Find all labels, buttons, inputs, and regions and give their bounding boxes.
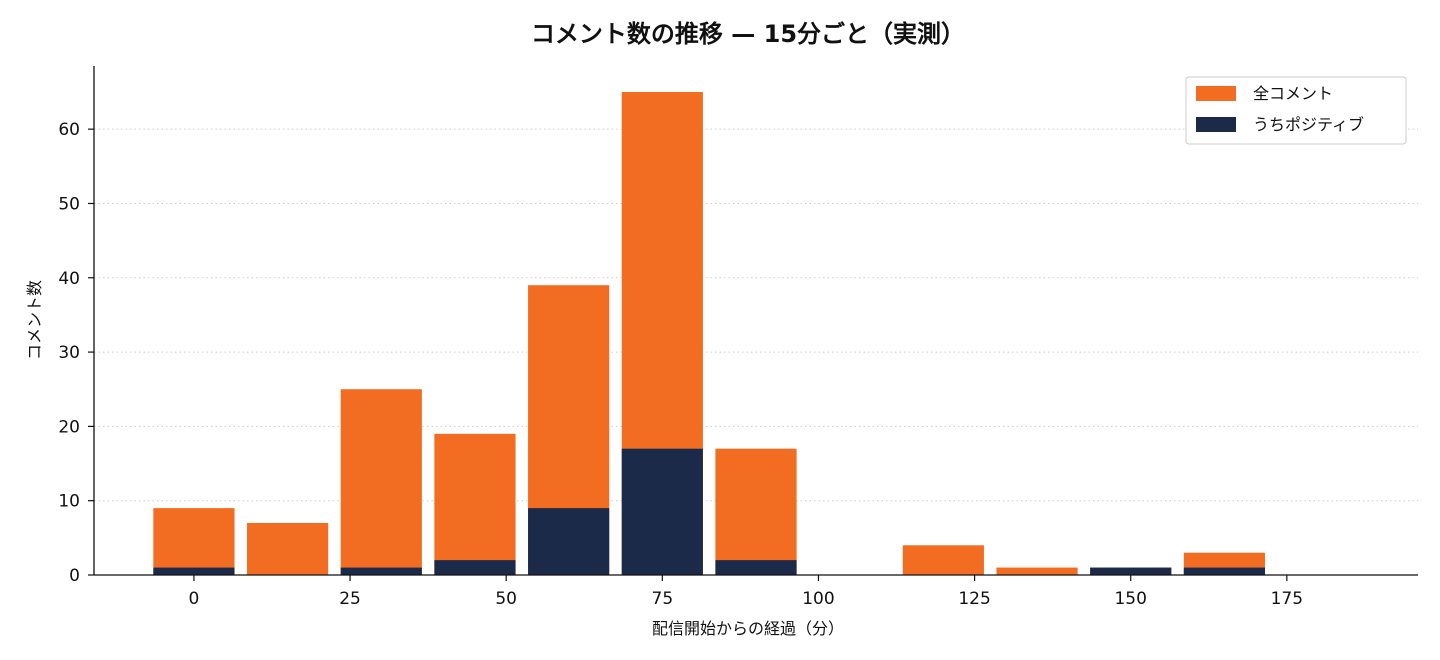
x-tick-label: 0 xyxy=(189,589,200,609)
bars-all-comments xyxy=(153,92,1265,576)
y-gridlines xyxy=(94,128,1418,502)
bar-positive-comments xyxy=(434,560,516,575)
y-tick-label: 10 xyxy=(58,492,80,512)
y-tick-label: 60 xyxy=(58,120,80,140)
bar-all-comments xyxy=(340,389,422,575)
bars-positive-comments xyxy=(153,448,1265,575)
bar-all-comments xyxy=(715,448,797,575)
y-axis-label: コメント数 xyxy=(25,280,44,360)
legend-label-positive-comments: うちポジティブ xyxy=(1253,115,1364,134)
bar-positive-comments xyxy=(153,567,235,575)
bar-positive-comments xyxy=(528,508,610,575)
bar-positive-comments xyxy=(621,448,703,575)
chart-title: コメント数の推移 — 15分ごと（実測） xyxy=(531,20,965,48)
bar-positive-comments xyxy=(1183,567,1265,575)
bar-all-comments xyxy=(902,545,984,575)
y-tick-label: 30 xyxy=(58,343,80,363)
x-tick-label: 125 xyxy=(958,589,990,609)
legend-frame xyxy=(1185,76,1407,145)
bar-all-comments xyxy=(153,508,235,575)
legend-swatch-positive-comments xyxy=(1196,117,1236,132)
legend-label-all-comments: 全コメント xyxy=(1253,84,1333,103)
bar-all-comments xyxy=(996,567,1078,575)
bar-positive-comments xyxy=(715,560,797,575)
legend-swatch-all-comments xyxy=(1196,86,1236,101)
y-tick-label: 50 xyxy=(58,194,80,214)
x-tick-label: 75 xyxy=(652,589,674,609)
x-axis-label: 配信開始からの経過（分） xyxy=(652,619,844,638)
x-tick-label: 150 xyxy=(1114,589,1146,609)
legend: 全コメント うちポジティブ xyxy=(1185,76,1407,145)
x-tick-label: 50 xyxy=(495,589,517,609)
y-tick-label: 20 xyxy=(58,417,80,437)
bar-positive-comments xyxy=(340,567,422,575)
x-ticks: 0 25 50 75 100 125 150 175 xyxy=(189,575,1303,609)
bar-positive-comments xyxy=(1090,567,1172,575)
y-ticks: 0 10 20 30 40 50 60 xyxy=(58,120,94,586)
bar-all-comments xyxy=(247,522,329,575)
y-tick-label: 40 xyxy=(58,269,80,289)
x-tick-label: 100 xyxy=(802,589,834,609)
x-tick-label: 175 xyxy=(1271,589,1303,609)
x-tick-label: 25 xyxy=(339,589,361,609)
bar-all-comments xyxy=(434,433,516,575)
y-tick-label: 0 xyxy=(69,566,80,586)
